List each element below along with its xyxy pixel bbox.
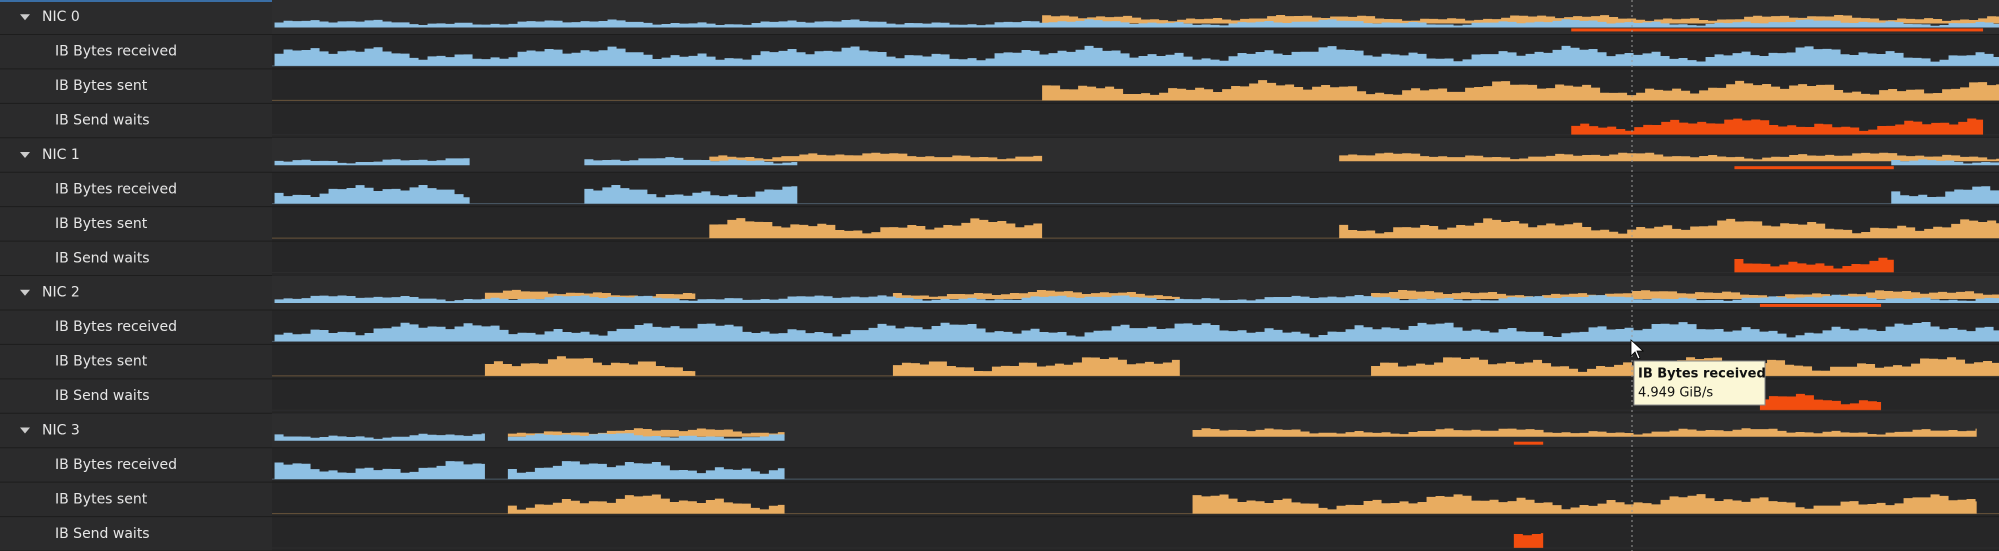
metric-graph (507, 494, 785, 514)
summary-received (1891, 159, 1999, 166)
metric-label: IB Bytes sent (55, 216, 148, 232)
summary-sent (1339, 152, 1999, 162)
summary-wait (1734, 166, 1894, 170)
summary-received (274, 294, 1999, 303)
summary-received (274, 158, 470, 166)
summary-wait (1759, 303, 1882, 307)
metric-graph (1192, 494, 1977, 514)
metric-graph (1891, 186, 1999, 204)
metric-graph (274, 321, 1999, 342)
metric-label: IB Bytes received (55, 44, 177, 60)
expand-arrow (20, 151, 30, 158)
metric-label: IB Bytes sent (55, 491, 148, 507)
nic-label: NIC 0 (42, 9, 80, 25)
summary-received (507, 433, 785, 441)
summary-received (274, 433, 485, 441)
metric-label: IB Bytes received (55, 181, 177, 197)
summary-wait (1513, 441, 1544, 445)
metric-label: IB Send waits (55, 526, 150, 542)
expand-arrow (20, 14, 30, 21)
mouse-cursor (1630, 339, 1645, 360)
expand-arrow (20, 427, 30, 434)
metric-graph (584, 184, 798, 204)
metric-graph (274, 184, 470, 204)
tooltip-value: 4.949 GiB/s (1638, 386, 1713, 401)
nic-label: NIC 2 (42, 285, 80, 301)
metric-graph (484, 356, 696, 376)
row-bg (272, 137, 1999, 173)
summary-sent (892, 289, 1180, 299)
metric-label: IB Bytes sent (55, 354, 148, 370)
metric-graph (1042, 80, 1999, 101)
summary-wait (1571, 28, 1984, 32)
metric-label: IB Send waits (55, 388, 150, 404)
metric-graph (507, 461, 785, 480)
summary-received (584, 157, 798, 166)
summary-received (274, 19, 1999, 28)
metric-graph (1513, 533, 1544, 548)
summary-sent (507, 428, 785, 437)
metric-label: IB Send waits (55, 250, 150, 266)
metric-graph (1571, 118, 1984, 135)
metric-graph (1759, 393, 1882, 411)
metric-label: IB Send waits (55, 113, 150, 129)
summary-sent (1192, 428, 1977, 437)
nic-label: NIC 3 (42, 422, 80, 438)
metric-label: IB Bytes received (55, 457, 177, 473)
summary-sent (709, 152, 1043, 162)
tooltip: IB Bytes received 4.949 GiB/s (1633, 360, 1766, 406)
metric-graph (892, 357, 1180, 376)
metric-graph (709, 218, 1043, 239)
expand-arrow (20, 289, 30, 296)
metric-label: IB Bytes received (55, 319, 177, 335)
metric-graph (1339, 218, 1999, 239)
summary-sent (484, 289, 696, 299)
nic-label: NIC 1 (42, 147, 80, 163)
metric-graph (274, 461, 485, 480)
metric-graph (274, 45, 1999, 66)
summary-sent (1042, 14, 1999, 24)
metric-label: IB Bytes sent (55, 78, 148, 94)
metric-graph (1734, 257, 1894, 273)
tooltip-title: IB Bytes received (1638, 367, 1766, 382)
tooltip-box (1633, 360, 1766, 406)
